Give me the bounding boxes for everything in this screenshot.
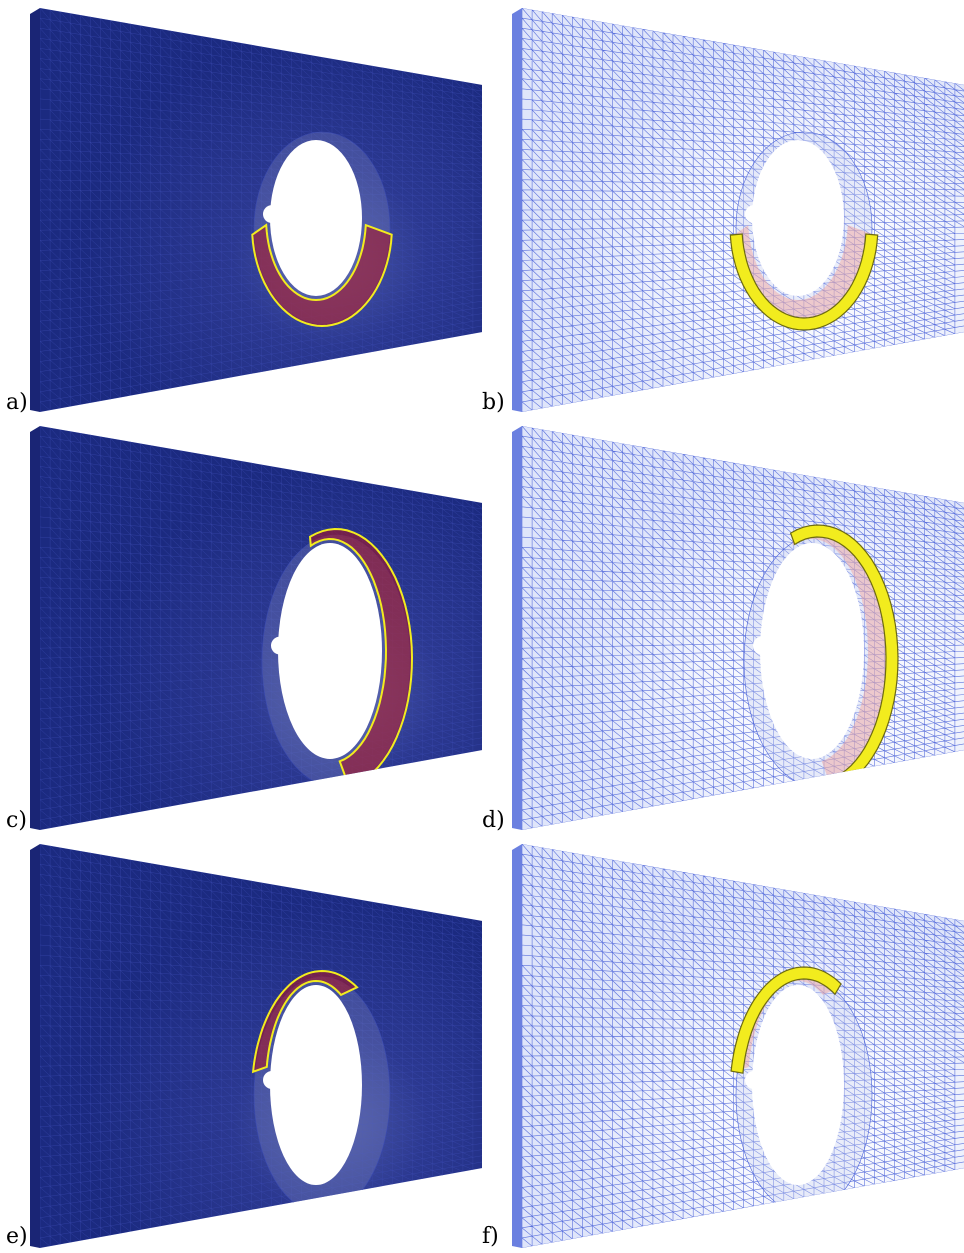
plate-side <box>512 8 522 412</box>
hole-notch <box>263 205 281 224</box>
panel-label-e: e) <box>6 1224 28 1249</box>
plate-side <box>512 844 522 1248</box>
panel-label-c: c) <box>6 808 27 833</box>
panel-label-a: a) <box>6 390 28 415</box>
hole <box>752 985 844 1185</box>
mesh-solid-c <box>30 426 482 830</box>
hole <box>278 543 382 759</box>
damage-zone-interior <box>792 529 894 787</box>
hole <box>270 140 362 296</box>
damage-zone <box>251 969 359 1074</box>
plate-side <box>30 426 40 830</box>
panel-b <box>482 0 964 418</box>
mesh-wire-d <box>512 426 964 830</box>
damage-band <box>729 233 879 331</box>
hole-notch <box>745 205 763 224</box>
plate-side <box>30 8 40 412</box>
panel-d <box>482 418 964 836</box>
panel-label-d: d) <box>482 808 505 833</box>
panel-label-b: b) <box>482 390 505 415</box>
plate-side <box>512 426 522 830</box>
mesh-wire-b <box>512 8 964 412</box>
mesh-solid-a <box>30 8 482 412</box>
hole <box>752 140 844 296</box>
damage-zone <box>251 223 393 328</box>
hole <box>760 543 864 759</box>
hole-notch <box>263 1071 281 1089</box>
mesh-wire-f <box>512 844 964 1248</box>
plate-side <box>30 844 40 1248</box>
panel-f <box>482 836 964 1253</box>
panel-label-f: f) <box>482 1224 499 1249</box>
damage-zone <box>308 527 414 789</box>
panel-a <box>0 0 482 418</box>
hole-notch <box>271 636 289 655</box>
panel-e <box>0 836 482 1253</box>
hole-notch <box>745 1071 763 1089</box>
panel-c <box>0 418 482 836</box>
mesh-solid-e <box>30 844 482 1248</box>
hole <box>270 985 362 1185</box>
hole-notch <box>753 636 771 655</box>
damage-zone-interior <box>734 225 874 326</box>
damage-band <box>730 966 842 1074</box>
